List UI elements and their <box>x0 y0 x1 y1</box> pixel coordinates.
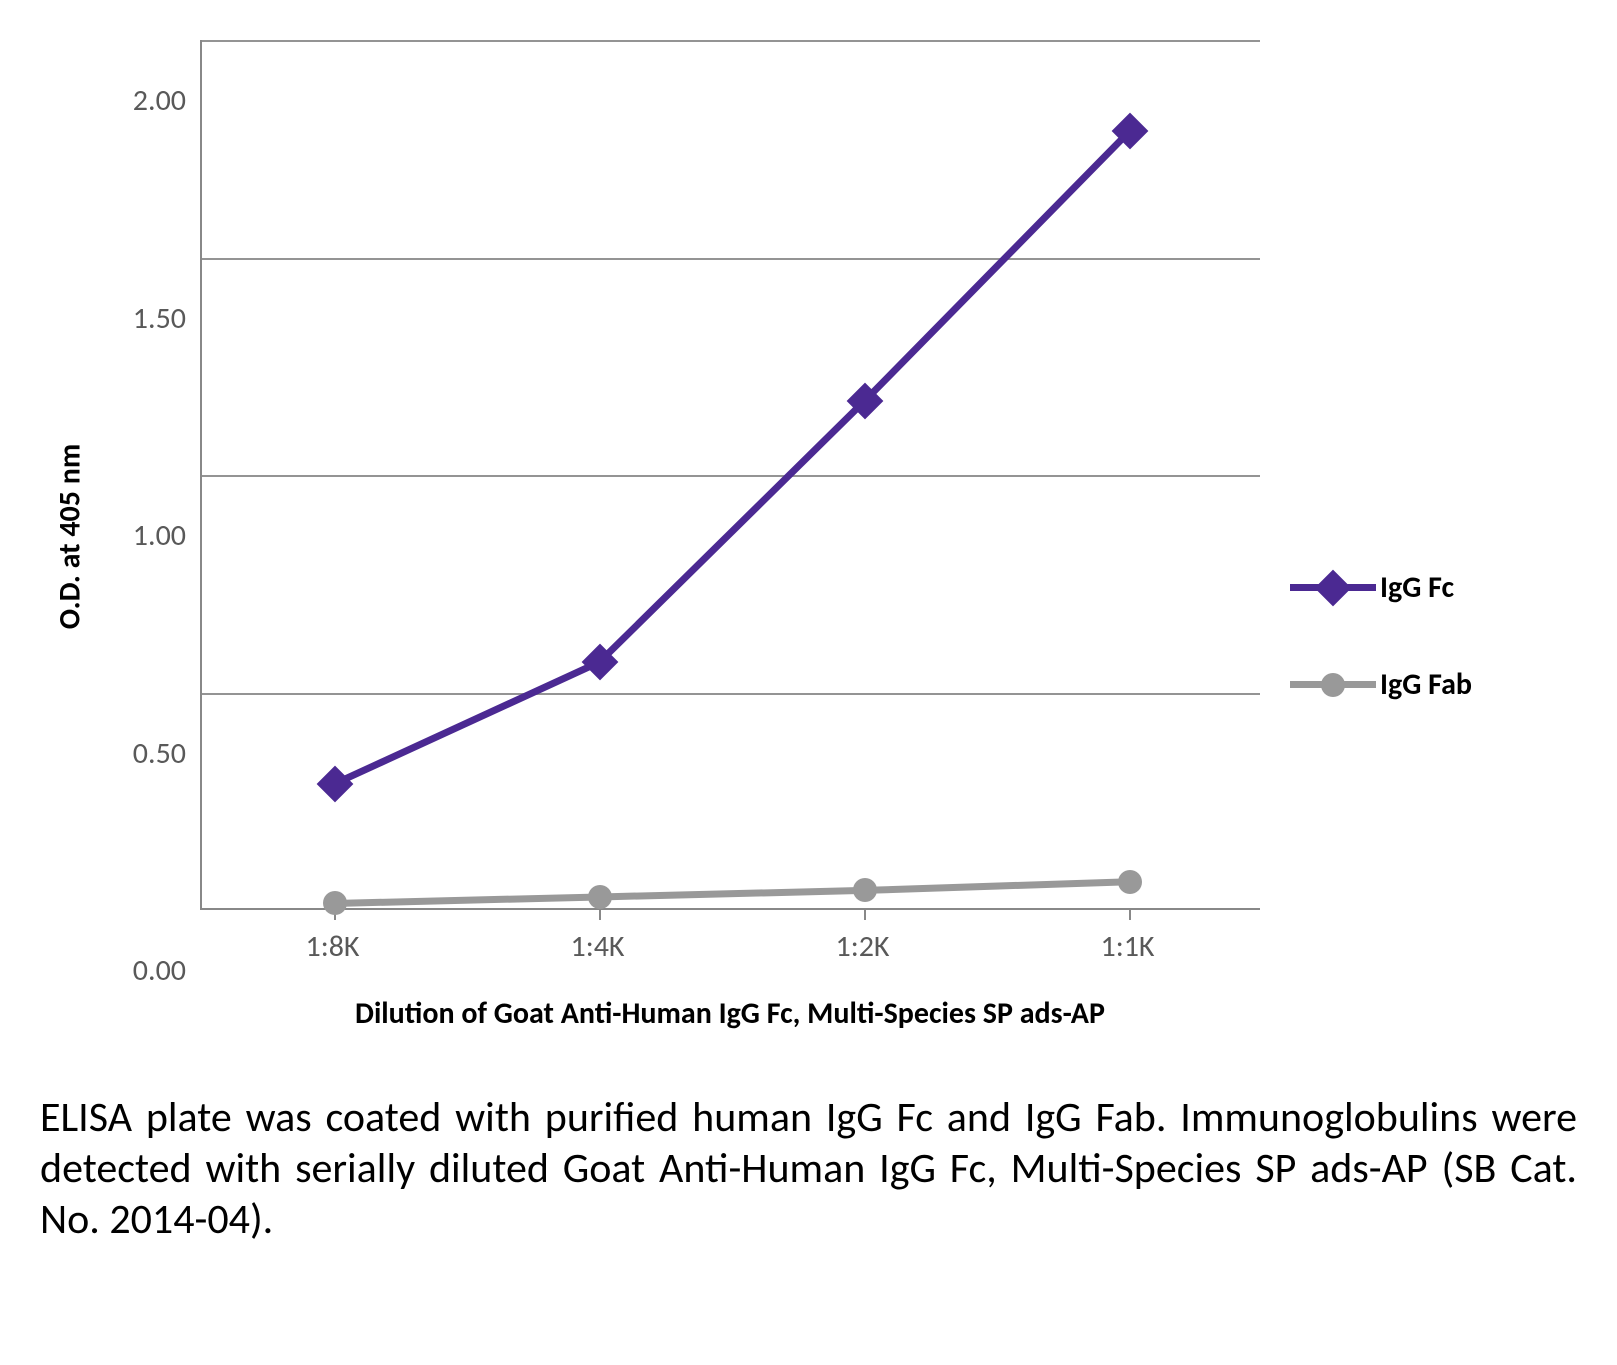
plot-area <box>200 40 1260 910</box>
legend-label: IgG Fc <box>1380 569 1454 606</box>
legend-label: IgG Fab <box>1380 666 1472 703</box>
y-axis-label: O.D. at 405 nm <box>52 443 89 629</box>
data-point-marker <box>1118 870 1142 894</box>
legend-item: IgG Fc <box>1290 569 1472 606</box>
x-tick: 1:2K <box>730 928 995 965</box>
figure-container: O.D. at 405 nm 2.001.501.000.500.00 1:8K… <box>40 40 1577 1246</box>
x-tick: 1:4K <box>465 928 730 965</box>
legend-swatch <box>1290 670 1376 700</box>
data-point-marker <box>853 878 877 902</box>
x-tick: 1:1K <box>995 928 1260 965</box>
plot-column: 1:8K1:4K1:2K1:1K Dilution of Goat Anti-H… <box>200 40 1260 1032</box>
x-axis-label: Dilution of Goat Anti-Human IgG Fc, Mult… <box>200 995 1260 1032</box>
chart-row: O.D. at 405 nm 2.001.501.000.500.00 1:8K… <box>40 40 1577 1032</box>
legend: IgG Fc IgG Fab <box>1260 309 1472 763</box>
data-point-marker <box>323 891 347 915</box>
series-line <box>202 40 1262 910</box>
x-tick: 1:8K <box>200 928 465 965</box>
figure-caption: ELISA plate was coated with purified hum… <box>40 1092 1577 1246</box>
x-tick-labels: 1:8K1:4K1:2K1:1K <box>200 910 1260 965</box>
legend-item: IgG Fab <box>1290 666 1472 703</box>
data-point-marker <box>588 885 612 909</box>
y-tick-labels: 2.001.501.000.500.00 <box>100 101 200 971</box>
ylabel-column: O.D. at 405 nm <box>40 76 100 996</box>
legend-swatch <box>1290 573 1376 603</box>
